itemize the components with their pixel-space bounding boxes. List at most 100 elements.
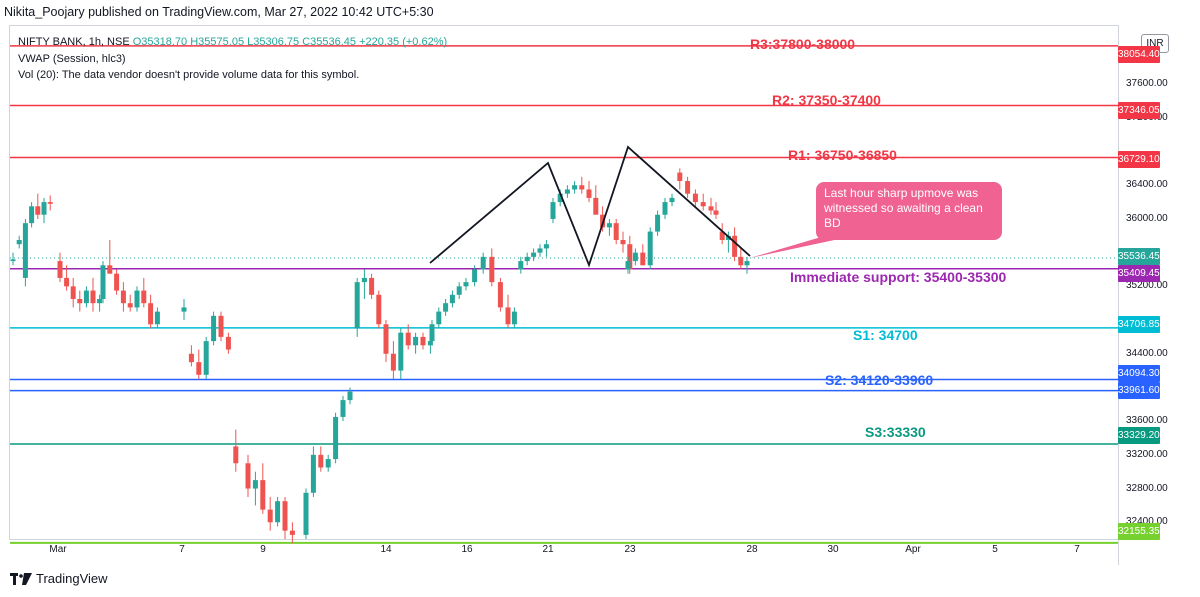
candle-body (29, 206, 35, 224)
candle-body (100, 265, 106, 299)
candle-body (70, 286, 76, 299)
candle-body (537, 248, 543, 253)
candle-body (632, 252, 638, 262)
candle-body (134, 290, 140, 308)
price-axis-border (1118, 25, 1119, 565)
time-tick-label: 14 (380, 544, 392, 555)
vwap-legend[interactable]: VWAP (Session, hlc3) (18, 53, 126, 65)
ohlc-close: C35536.45 (302, 36, 357, 48)
candle-body (564, 189, 570, 194)
candle-body (218, 315, 224, 337)
ohlc-open: O35318.70 (132, 36, 188, 48)
candle-body (511, 311, 517, 325)
price-tag-r3: 38054.40 (1118, 46, 1160, 63)
candle-body (260, 480, 266, 510)
price-tick-label: 32800.00 (1126, 482, 1168, 494)
time-tick-label: Apr (905, 544, 921, 555)
candle-body (41, 202, 47, 215)
candle-body (383, 324, 389, 354)
candle-body (708, 206, 714, 211)
candle-body (252, 480, 258, 489)
price-tag-bottom: 32155.35 (1118, 523, 1160, 540)
candle-body (390, 353, 396, 371)
candle-body (361, 277, 367, 283)
candle-body (347, 391, 353, 401)
candle-body (738, 256, 744, 266)
immediate-support-label: Immediate support: 35400-35300 (790, 269, 1007, 285)
s2-label: S2: 34120-33960 (825, 372, 934, 388)
time-tick-label: 7 (179, 544, 185, 555)
candle-body (744, 261, 750, 266)
candle-body (282, 501, 288, 531)
price-tick-label: 36400.00 (1126, 179, 1168, 191)
price-tag-support: 35409.45 (1118, 265, 1160, 282)
candle-body (120, 290, 126, 304)
candle-body (413, 336, 419, 346)
candle-body (613, 223, 619, 241)
candle-body (625, 261, 631, 270)
candle-body (463, 282, 469, 287)
candle-body (700, 202, 706, 207)
candle-body (148, 303, 154, 325)
time-tick-label: 16 (461, 544, 473, 555)
candle-body (640, 252, 646, 266)
candle-body (90, 290, 96, 304)
price-tag-s2a: 34094.30 (1118, 365, 1160, 382)
candle-body (531, 252, 537, 257)
candle-body (518, 261, 524, 270)
symbol-name[interactable]: NIFTY BANK, 1h, NSE (18, 36, 130, 48)
candle-body (557, 193, 563, 203)
candle-body (489, 256, 495, 283)
candle-body (398, 332, 404, 371)
candle-body (181, 307, 187, 312)
price-tag-last: 35536.45 (1118, 248, 1160, 265)
candle-body (543, 244, 549, 249)
candle-body (593, 197, 599, 215)
s1-label: S1: 34700 (853, 327, 918, 343)
candle-body (692, 193, 698, 203)
candle-body (586, 189, 592, 198)
candle-body (127, 303, 133, 308)
candle-body (303, 492, 309, 535)
time-tick-label: 28 (746, 544, 758, 555)
candle-body (83, 290, 89, 304)
time-tick-label: 9 (260, 544, 266, 555)
candle-body (579, 185, 585, 190)
r2-label: R2: 37350-37400 (772, 92, 881, 108)
candle-body (524, 256, 530, 262)
candle-body (233, 446, 239, 464)
price-tag-s3: 33329.20 (1118, 427, 1160, 444)
candle-body (677, 172, 683, 182)
r3-label: R3:37800-38000 (750, 36, 856, 52)
candle-body (436, 311, 442, 325)
candle-body (405, 332, 411, 346)
candle-body (685, 181, 691, 194)
double-top-pattern-line (429, 145, 751, 268)
publisher-line: Nikita_Poojary published on TradingView.… (4, 5, 434, 19)
symbol-legend[interactable]: NIFTY BANK, 1h, NSE O35318.70 H35575.05 … (18, 36, 447, 48)
candle-body (64, 277, 70, 287)
candle-body (620, 240, 626, 245)
price-tick-label: 33200.00 (1126, 448, 1168, 460)
candle-body (114, 273, 120, 291)
candle-body (376, 294, 382, 325)
candle-body (719, 231, 725, 241)
chart-pane[interactable] (9, 25, 1118, 540)
candle-body (606, 223, 612, 228)
candle-body (267, 509, 273, 523)
candle-body (427, 341, 433, 346)
time-tick-label: 30 (827, 544, 839, 555)
price-tag-r2: 37346.05 (1118, 102, 1160, 119)
volume-legend[interactable]: Vol (20): The data vendor doesn't provid… (18, 69, 360, 81)
candle-body (550, 202, 556, 219)
candle-body (713, 210, 719, 215)
candle-body (97, 298, 103, 304)
candle-body (480, 256, 486, 270)
price-tag-s2b: 33961.60 (1118, 382, 1160, 399)
footer-brand[interactable]: TradingView (10, 571, 108, 586)
candle-body (497, 282, 503, 308)
callout-note[interactable]: Last hour sharp upmove was witnessed so … (816, 182, 1002, 240)
candle-body (275, 501, 281, 523)
price-tick-label: 35200.00 (1126, 280, 1168, 292)
